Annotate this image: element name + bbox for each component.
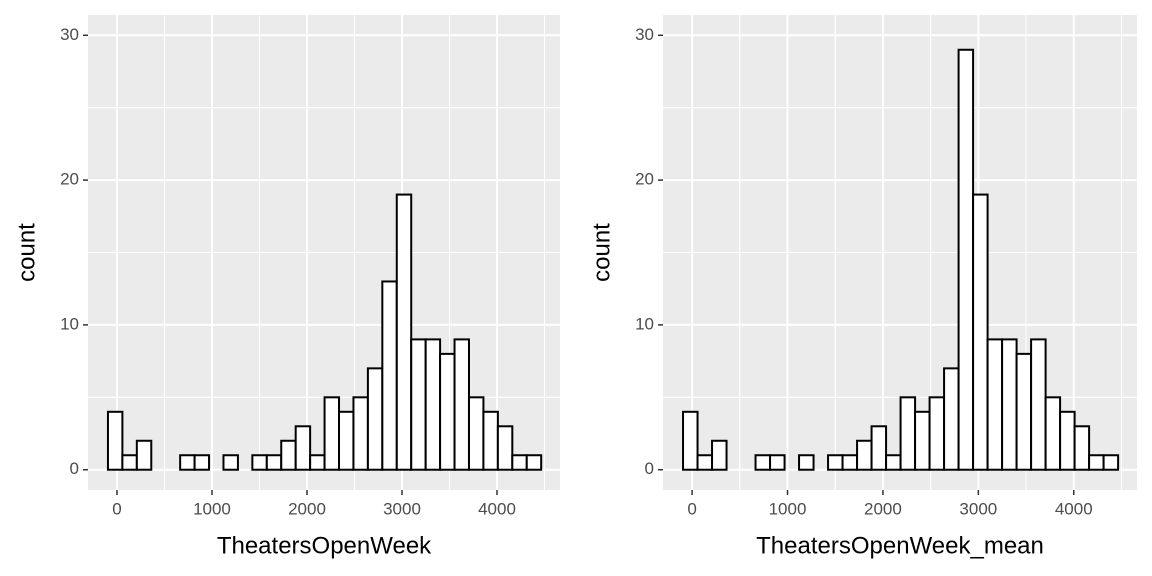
x-tick-label: 1000 [769, 499, 807, 518]
bar [798, 454, 815, 471]
x-tick-label: 0 [687, 499, 696, 518]
y-tick-label: 30 [60, 25, 79, 44]
x-tick-label: 1000 [193, 499, 231, 518]
y-tick-label: 0 [70, 459, 79, 478]
bar [121, 454, 138, 471]
x-tick-label: 2000 [288, 499, 326, 518]
bar [957, 48, 975, 471]
bar [1102, 454, 1120, 471]
bar [265, 454, 283, 471]
y-tick-label: 10 [635, 314, 654, 333]
bar [294, 425, 312, 471]
bar [467, 396, 485, 471]
bar [453, 338, 470, 471]
x-tick-label: 2000 [864, 499, 902, 518]
bar [352, 396, 369, 471]
bar [135, 439, 153, 471]
y-tick-label: 0 [645, 459, 654, 478]
bar [899, 396, 917, 471]
bar [251, 454, 268, 471]
bar [943, 367, 960, 471]
x-axis-title: TheatersOpenWeek_mean [756, 532, 1044, 559]
bar [856, 439, 873, 471]
y-tick-label: 30 [635, 25, 654, 44]
bar [381, 280, 398, 471]
bar [1059, 410, 1076, 471]
bar [841, 454, 859, 471]
x-tick-label: 4000 [478, 499, 516, 518]
bar [439, 352, 456, 471]
bar [1015, 352, 1033, 471]
bar [222, 454, 239, 471]
bar [482, 410, 499, 471]
bar [1073, 425, 1091, 471]
bar [682, 410, 699, 471]
bar [769, 454, 786, 471]
bar [338, 410, 355, 471]
bar [410, 338, 427, 471]
panel: 0 10 20 30 0 1000 2000 3000 4000 TheatersOpenWeek… [588, 15, 1137, 559]
bar [106, 410, 124, 471]
bar [280, 439, 297, 471]
bar [395, 193, 413, 471]
bar [870, 425, 888, 471]
bar [754, 454, 772, 471]
bar [711, 439, 728, 471]
bar [696, 454, 714, 471]
bar [179, 454, 196, 471]
bar [1044, 396, 1062, 471]
x-tick-label: 3000 [383, 499, 421, 518]
bar [885, 454, 902, 471]
panel: 0 10 20 30 0 1000 2000 3000 4000 TheatersOpenWeek… [13, 15, 560, 559]
y-axis-title: count [13, 223, 40, 282]
bar [525, 454, 543, 471]
bar [1088, 454, 1105, 471]
bar [511, 454, 528, 471]
y-tick-label: 10 [60, 314, 79, 333]
x-tick-label: 4000 [1055, 499, 1093, 518]
x-axis-title: TheatersOpenWeek [217, 532, 432, 559]
x-tick-label: 3000 [959, 499, 997, 518]
y-tick-label: 20 [60, 170, 79, 189]
bar [1001, 338, 1018, 471]
bar [424, 338, 442, 471]
y-tick-label: 20 [635, 170, 654, 189]
bar [986, 338, 1004, 471]
x-tick-label: 0 [112, 499, 121, 518]
bar [972, 193, 989, 471]
bar [193, 454, 211, 471]
bar [496, 425, 514, 471]
bar [1030, 338, 1047, 471]
y-axis-title: count [588, 223, 615, 282]
bar [928, 396, 946, 471]
bar [309, 454, 326, 471]
bar [366, 367, 384, 471]
bar [914, 410, 931, 471]
bar [827, 454, 844, 471]
bar [323, 396, 341, 471]
